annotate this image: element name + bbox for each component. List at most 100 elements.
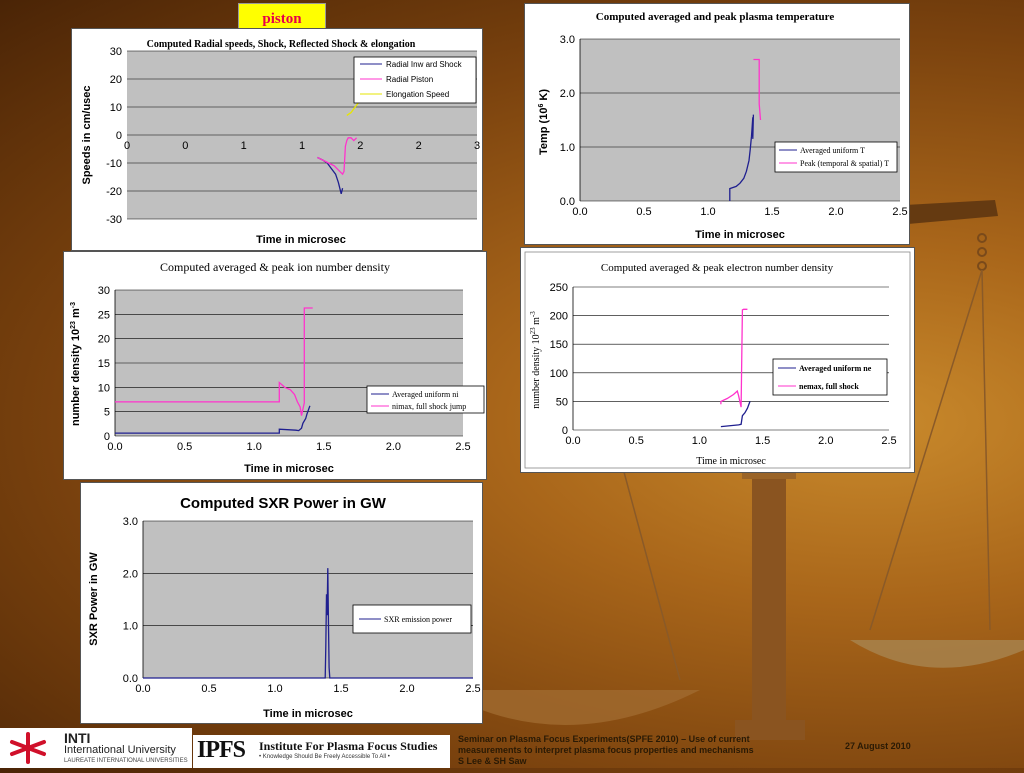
legend: Radial Inw ard Shock Radial Piston Elong… [353,56,477,104]
ion-density-chart-panel: Computed averaged & peak ion number dens… [63,251,487,480]
x-axis-label: Time in microsec [696,456,766,467]
y-tick-label: 250 [550,282,568,294]
y-tick-label: 2.0 [123,568,138,580]
inti-star-icon [10,732,46,764]
x-tick-label: 1 [241,140,247,152]
y-axis-label: Temp (106 K) [538,89,550,155]
x-tick-label: 0.5 [629,435,644,447]
chart-title: Computed SXR Power in GW [180,495,387,512]
legend-item: SXR emission power [384,615,452,624]
x-tick-label: 1.0 [247,441,262,453]
y-tick-label: 25 [98,309,110,321]
y-tick-label: -20 [106,186,122,198]
x-tick-label: 0.0 [572,206,587,218]
series-line [115,307,313,416]
x-tick-label: 0.0 [135,683,150,695]
chart-title: Computed averaged & peak ion number dens… [160,260,390,274]
legend-item: Elongation Speed [386,90,449,99]
x-tick-label: 2.5 [892,206,907,218]
chart-title: Computed averaged and peak plasma temper… [596,11,835,23]
x-axis-label: Time in microsec [695,229,785,241]
x-tick-label: 1.5 [333,683,348,695]
electron-density-chart-panel: Computed averaged & peak electron number… [520,247,915,473]
x-tick-label: 0.5 [177,441,192,453]
series-line [143,568,473,679]
inti-logo: INTI International University LAUREATE I… [0,728,192,768]
ipfs-name: Institute For Plasma Focus Studies [259,739,438,753]
y-tick-label: 3.0 [560,34,575,46]
y-tick-label: -10 [106,158,122,170]
seminar-line: Seminar on Plasma Focus Experiments(SPFE… [458,734,750,744]
x-axis-label: Time in microsec [244,463,334,475]
x-tick-label: 2.0 [399,683,414,695]
y-axis-label: Speeds in cm/usec [81,85,93,184]
y-axis-label: SXR Power in GW [88,552,100,646]
x-tick-label: 0 [182,140,188,152]
legend-item: nimax, full shock jump [392,402,466,411]
x-tick-label: 0 [124,140,130,152]
seminar-authors: S Lee & SH Saw [458,756,527,766]
plot-area [580,39,900,201]
y-tick-label: 2.0 [560,88,575,100]
legend: Averaged uniform ni nimax, full shock ju… [366,385,485,414]
x-axis-label: Time in microsec [263,708,353,720]
legend-item: Peak (temporal & spatial) T [800,159,889,168]
ipfs-abbr: IPFS [197,737,246,763]
x-tick-label: 1.0 [692,435,707,447]
x-tick-label: 1 [299,140,305,152]
plot-area [143,521,473,678]
temperature-chart-panel: Computed averaged and peak plasma temper… [524,3,910,245]
chart-title: Computed Radial speeds, Shock, Reflected… [147,39,416,50]
legend-item: Averaged uniform ne [799,364,872,373]
sxr-chart-svg: Computed SXR Power in GW 3.0 2.0 1.0 0.00.0… [88,495,481,720]
legend-item: Averaged uniform T [800,146,865,155]
temperature-chart-svg: Computed averaged and peak plasma temper… [538,11,908,241]
electron-density-chart-svg: Computed averaged & peak electron number… [524,251,911,469]
y-tick-label: 10 [110,102,122,114]
sxr-chart-panel: Computed SXR Power in GW 3.0 2.0 1.0 0.0 0.0… [80,482,483,724]
x-tick-label: 2 [357,140,363,152]
legend: SXR emission power [352,604,472,634]
x-tick-label: 2.5 [881,435,896,447]
y-tick-label: 0 [562,425,568,437]
y-tick-label: 30 [98,285,110,297]
x-tick-label: 0.5 [636,206,651,218]
y-tick-label: 1.0 [560,142,575,154]
y-axis-label: number density 1023 m-3 [529,311,542,409]
ipfs-motto: • Knowledge Should Be Freely Accessible … [259,754,390,760]
x-tick-label: 2.5 [465,683,480,695]
plot-area [573,287,889,430]
ion-density-chart-svg: Computed averaged & peak ion number dens… [70,260,485,475]
seminar-caption: Seminar on Plasma Focus Experiments(SPFE… [458,734,808,767]
speeds-chart-svg: Computed Radial speeds, Shock, Reflected… [81,39,480,246]
x-tick-label: 1.5 [316,441,331,453]
x-tick-label: 0.0 [107,441,122,453]
inti-tagline: LAUREATE INTERNATIONAL UNIVERSITIES [64,758,188,764]
chart-title: Computed averaged & peak electron number… [601,262,834,274]
series-line [115,405,311,434]
x-tick-label: 1.0 [700,206,715,218]
x-tick-label: 2.0 [386,441,401,453]
x-tick-label: 2.5 [455,441,470,453]
inti-name: INTI [64,730,91,746]
y-tick-label: 0.0 [560,196,575,208]
legend-item: Radial Inw ard Shock [386,60,463,69]
x-tick-label: 1.0 [267,683,282,695]
x-tick-label: 3 [474,140,480,152]
legend-item: nemax, full shock [799,382,859,391]
y-tick-label: 30 [110,46,122,58]
legend-item: Radial Piston [386,75,433,84]
y-tick-label: 20 [110,74,122,86]
date-label: 27 August 2010 [845,741,911,751]
x-tick-label: 2 [416,140,422,152]
x-tick-label: 0.0 [565,435,580,447]
series-line [753,58,762,121]
y-tick-label: 50 [556,396,568,408]
y-axis-label: number density 1023 m-3 [70,302,82,426]
y-tick-label: 1.0 [123,621,138,633]
y-tick-label: 150 [550,339,568,351]
ipfs-logo: IPFS Institute For Plasma Focus Studies … [193,735,450,768]
series-line [720,401,751,428]
speeds-chart-panel: Computed Radial speeds, Shock, Reflected… [71,28,483,251]
